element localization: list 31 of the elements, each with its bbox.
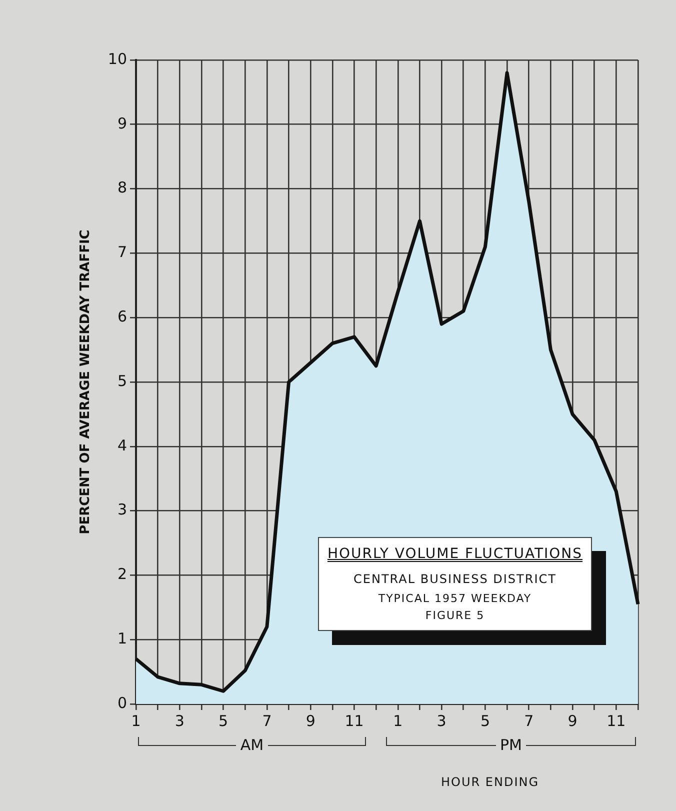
x-tick-label: 1 (393, 712, 403, 730)
x-tick-label: 3 (174, 712, 184, 730)
x-tick-label: 7 (262, 712, 272, 730)
x-tick-label: 11 (606, 712, 626, 730)
annotation: TYPICAL 1957 WEEKDAY (377, 592, 533, 605)
y-tick-label: 10 (108, 50, 127, 68)
y-tick-label: 1 (117, 629, 127, 648)
annotation: FIGURE 5 (424, 609, 486, 622)
text: HOURLY VOLUME FLUCTUATIONS (326, 546, 584, 562)
y-tick-label: 0 (117, 694, 127, 712)
y-tick-label: 7 (117, 243, 127, 262)
x-tick-label: 11 (344, 712, 364, 730)
x-tick-label: 1 (131, 712, 141, 730)
x-tick-label: 5 (218, 712, 228, 730)
x-tick-label: 7 (524, 712, 534, 730)
x-tick-label: 3 (436, 712, 446, 730)
x-tick-label: 9 (306, 712, 316, 730)
x-tick-label: 5 (480, 712, 490, 730)
x-tick-label: 9 (568, 712, 578, 730)
y-tick-label: 2 (117, 565, 127, 584)
x-axis-title: HOUR ENDING (440, 775, 540, 789)
text: PM (499, 736, 523, 754)
y-tick-label: 5 (117, 372, 127, 390)
y-tick-label: 9 (117, 114, 127, 132)
y-tick-label: 4 (117, 436, 127, 454)
y-tick-label: 6 (117, 307, 127, 326)
text: AM (239, 736, 265, 754)
y-tick-label: 8 (117, 178, 127, 197)
y-tick-label: 3 (117, 500, 127, 519)
text: CENTRAL BUSINESS DISTRICT (352, 572, 558, 586)
y-axis-title: PERCENT OF AVERAGE WEEKDAY TRAFFIC (78, 230, 94, 534)
